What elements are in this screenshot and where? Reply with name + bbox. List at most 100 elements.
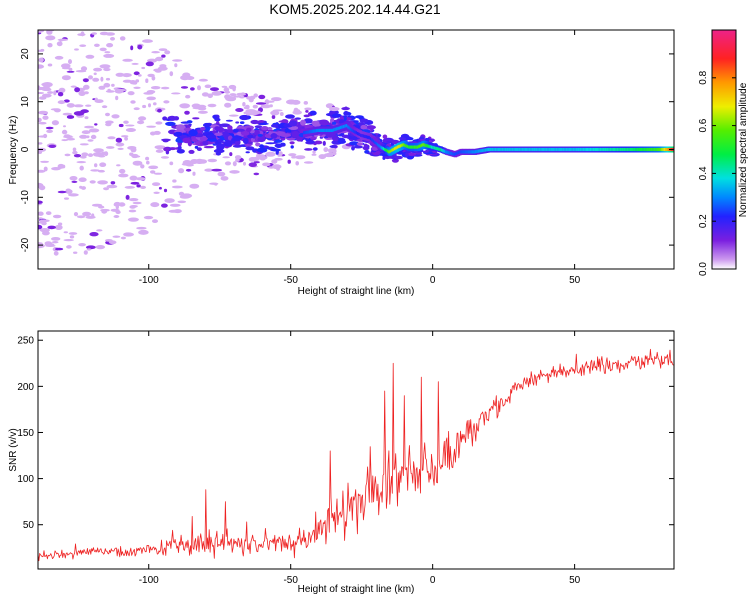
spectrogram-noise-blob [228,114,239,117]
spectrogram-cluster-blob [274,139,283,143]
spectrogram-noise-blob [292,110,303,115]
spectrogram-noise-blob [38,224,43,230]
spectrogram-noise-blob [289,141,295,145]
spectrogram-noise-blob [80,66,88,72]
spectrogram-noise-blob [278,151,283,157]
spectrogram-noise-blob [94,43,100,47]
spectrogram-noise-blob [81,152,89,157]
spectrogram-noise-blob [154,145,166,150]
spectrogram-noise-blob [53,251,59,256]
spectrogram-noise-blob [253,172,260,176]
spectrogram-noise-blob [255,102,267,105]
spectrogram-noise-blob [99,64,111,69]
spectrogram-noise-blob [148,165,159,170]
spectrogram-noise-blob [151,51,160,54]
spectrogram-noise-blob [85,54,95,59]
spectrogram-y-tick-label: 20 [20,48,31,60]
spectrogram-noise-blob [63,231,68,234]
spectrogram-noise-blob [105,146,115,149]
spectrogram-noise-blob [165,118,172,122]
spectrogram-noise-blob [223,87,230,92]
spectrogram-noise-blob [133,71,140,76]
spectrogram-noise-blob [45,211,52,216]
spectrogram-noise-blob [262,162,271,167]
spectrogram-noise-blob [43,133,48,139]
spectrogram-noise-blob [73,212,79,217]
spectrogram-noise-blob [150,202,160,208]
spectrogram-noise-blob [56,41,63,47]
spectrogram-noise-blob [130,45,134,51]
spectrogram-noise-blob [132,201,142,205]
spectrogram-noise-blob [168,209,179,213]
spectrogram-noise-blob [276,166,280,171]
spectrogram-cluster-blob [183,127,192,132]
spectrogram-cluster-blob [175,124,186,131]
spectrogram-noise-blob [143,215,154,220]
spectrogram-noise-blob [154,69,162,73]
spectrogram-noise-blob [305,110,309,113]
spectrogram-noise-blob [38,64,44,69]
spectrogram-cluster-blob [233,128,239,133]
spectrogram-noise-blob [204,168,214,172]
spectrogram-noise-blob [341,107,350,111]
spectrogram-noise-blob [103,187,110,191]
spectrogram-noise-blob [250,119,259,125]
spectrogram-noise-blob [38,57,44,63]
spectrogram-noise-blob [135,79,140,83]
spectrogram-noise-blob [225,119,233,122]
spectrogram-noise-blob [169,161,174,166]
spectrogram-noise-blob [185,168,192,172]
spectrogram-cluster-blob [291,130,300,138]
spectrogram-cluster-blob [225,133,230,137]
spectrogram-noise-blob [265,142,276,145]
spectrogram-noise-blob [120,173,124,177]
spectrogram-noise-blob [46,30,53,35]
spectrogram-noise-blob [93,148,104,153]
spectrogram-noise-blob [146,160,150,165]
spectrogram-noise-blob [394,155,403,160]
spectrogram-noise-blob [47,63,53,67]
spectrogram-noise-blob [271,115,276,119]
spectrogram-noise-blob [123,73,131,78]
spectrogram-noise-blob [309,110,317,116]
spectrogram-noise-blob [129,152,134,156]
spectrogram-noise-blob [287,159,291,164]
spectrogram-noise-blob [130,181,140,185]
spectrogram-y-axis-title: Frequency (Hz) [8,116,19,185]
spectrogram-noise-blob [84,125,95,129]
snr-y-tick-label: 100 [17,474,34,485]
spectrogram-noise-blob [161,203,168,208]
spectrogram-x-tick-label: -100 [139,275,159,286]
spectrogram-noise-blob [349,141,360,146]
spectrogram-noise-blob [233,95,242,98]
spectrogram-noise-blob [84,116,89,120]
spectrogram-noise-blob [124,186,135,189]
spectrogram-noise-blob [43,166,48,172]
spectrogram-noise-blob [133,155,141,158]
spectrogram-noise-blob [290,145,294,149]
spectrogram-noise-blob [82,211,92,217]
spectrogram-noise-blob [63,99,70,103]
spectrogram-noise-blob [295,155,306,160]
spectrogram-noise-blob [129,205,136,209]
spectrogram-noise-blob [78,177,87,182]
spectrogram-noise-blob [39,228,50,233]
spectrogram-noise-blob [211,91,222,96]
spectrogram-noise-blob [119,36,126,41]
spectrogram-noise-blob [224,102,232,108]
spectrogram-noise-blob [121,135,129,138]
spectrogram-noise-blob [229,152,233,157]
spectrogram-noise-blob [165,121,176,126]
spectrogram-noise-blob [220,176,229,181]
spectrogram-noise-blob [279,112,284,116]
spectrogram-noise-blob [89,180,96,184]
spectrogram-noise-blob [71,180,78,183]
spectrogram-noise-blob [322,140,326,146]
spectrogram-noise-blob [269,104,273,108]
spectrogram-noise-blob [133,86,141,90]
spectrogram-cluster-blob [219,123,231,128]
spectrogram-noise-blob [163,147,170,152]
spectrogram-noise-blob [186,120,193,124]
